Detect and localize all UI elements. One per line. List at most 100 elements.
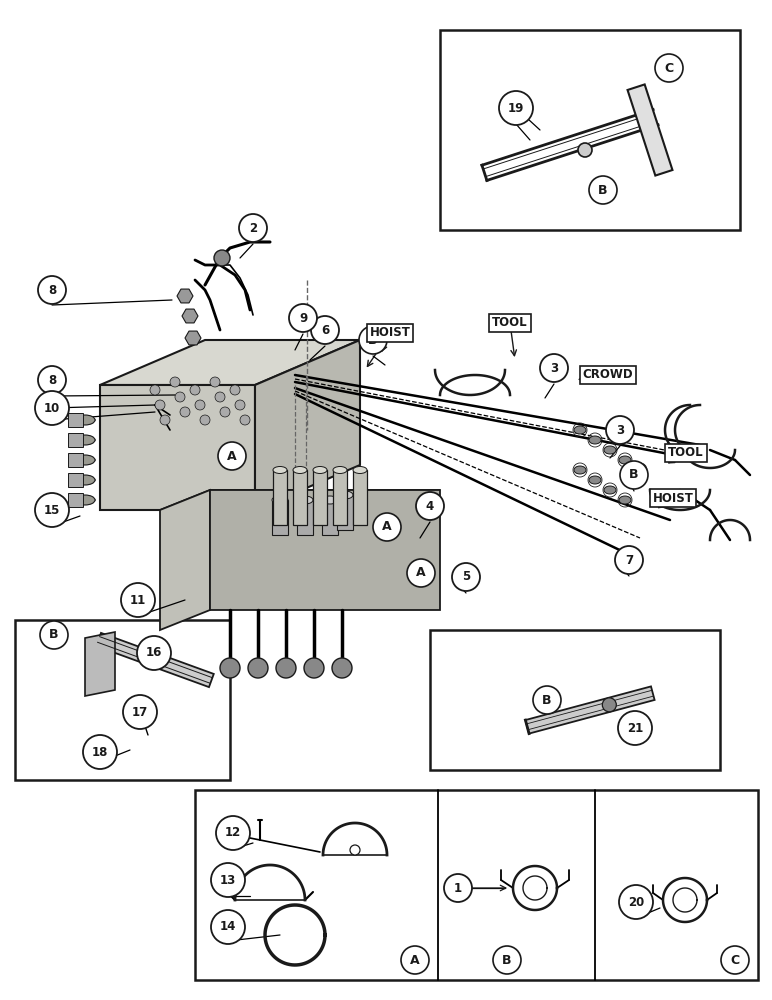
Circle shape: [615, 546, 643, 574]
Circle shape: [589, 176, 617, 204]
Circle shape: [95, 747, 105, 757]
Polygon shape: [526, 686, 655, 734]
Circle shape: [620, 461, 648, 489]
Text: B: B: [598, 184, 608, 196]
Text: A: A: [410, 954, 420, 966]
Circle shape: [248, 658, 268, 678]
Circle shape: [38, 366, 66, 394]
Circle shape: [180, 407, 190, 417]
Circle shape: [123, 695, 157, 729]
Circle shape: [220, 407, 230, 417]
Circle shape: [602, 698, 616, 712]
Circle shape: [721, 946, 749, 974]
Text: 2: 2: [249, 222, 257, 234]
Text: 6: 6: [321, 324, 329, 336]
Circle shape: [655, 54, 683, 82]
Text: 21: 21: [627, 722, 643, 734]
Text: A: A: [382, 520, 392, 534]
Polygon shape: [160, 490, 210, 630]
Circle shape: [211, 910, 245, 944]
Circle shape: [155, 400, 165, 410]
Ellipse shape: [75, 495, 95, 505]
Text: 13: 13: [220, 874, 236, 886]
Text: 19: 19: [508, 102, 524, 114]
Circle shape: [235, 400, 245, 410]
Bar: [68, 413, 83, 427]
Polygon shape: [185, 331, 201, 345]
Polygon shape: [628, 84, 672, 176]
Bar: [273, 470, 287, 525]
Circle shape: [373, 513, 401, 541]
Text: 1: 1: [454, 882, 462, 894]
Circle shape: [416, 492, 444, 520]
Bar: [337, 495, 353, 530]
Circle shape: [578, 143, 592, 157]
Text: B: B: [368, 334, 378, 347]
Text: CROWD: CROWD: [583, 368, 633, 381]
Polygon shape: [85, 632, 115, 696]
Text: 8: 8: [48, 373, 56, 386]
Text: 3: 3: [616, 424, 624, 436]
Circle shape: [533, 686, 561, 714]
Polygon shape: [210, 490, 440, 610]
Circle shape: [139, 708, 147, 716]
Text: 10: 10: [44, 401, 60, 414]
Bar: [68, 453, 83, 467]
Circle shape: [90, 742, 110, 762]
Circle shape: [401, 946, 429, 974]
Ellipse shape: [574, 426, 586, 434]
Bar: [333, 470, 347, 525]
Text: B: B: [503, 954, 512, 966]
Circle shape: [170, 377, 180, 387]
Text: 11: 11: [130, 593, 146, 606]
Circle shape: [311, 316, 339, 344]
Text: HOIST: HOIST: [652, 491, 693, 504]
Circle shape: [160, 415, 170, 425]
Text: C: C: [665, 62, 673, 75]
Circle shape: [618, 711, 652, 745]
Circle shape: [35, 391, 69, 425]
Polygon shape: [100, 385, 255, 510]
Text: A: A: [416, 566, 426, 580]
Circle shape: [540, 354, 568, 382]
Bar: [68, 433, 83, 447]
Text: 12: 12: [225, 826, 241, 840]
Circle shape: [175, 392, 185, 402]
Ellipse shape: [353, 466, 367, 474]
Polygon shape: [177, 289, 193, 303]
Bar: [353, 470, 367, 525]
Circle shape: [493, 946, 521, 974]
Circle shape: [350, 845, 360, 855]
Ellipse shape: [619, 496, 631, 504]
Circle shape: [444, 874, 472, 902]
Polygon shape: [182, 309, 198, 323]
Ellipse shape: [75, 455, 95, 465]
Polygon shape: [96, 633, 214, 687]
Ellipse shape: [604, 446, 616, 454]
Text: TOOL: TOOL: [493, 316, 528, 330]
Circle shape: [239, 214, 267, 242]
Ellipse shape: [322, 496, 338, 504]
Text: B: B: [542, 694, 552, 706]
Circle shape: [210, 377, 220, 387]
Circle shape: [200, 415, 210, 425]
Circle shape: [190, 385, 200, 395]
Circle shape: [38, 276, 66, 304]
Ellipse shape: [337, 491, 353, 499]
Circle shape: [619, 885, 653, 919]
Text: A: A: [227, 450, 237, 462]
Text: 9: 9: [299, 312, 307, 324]
Bar: [272, 500, 288, 535]
Text: TOOL: TOOL: [669, 446, 704, 460]
Circle shape: [83, 735, 117, 769]
Text: 7: 7: [625, 554, 633, 566]
Polygon shape: [160, 490, 440, 510]
Circle shape: [40, 621, 68, 649]
Bar: [297, 500, 313, 535]
Polygon shape: [100, 340, 360, 385]
Text: C: C: [730, 954, 740, 966]
Circle shape: [289, 304, 317, 332]
Circle shape: [135, 704, 151, 720]
Text: B: B: [49, 629, 59, 642]
Circle shape: [276, 658, 296, 678]
